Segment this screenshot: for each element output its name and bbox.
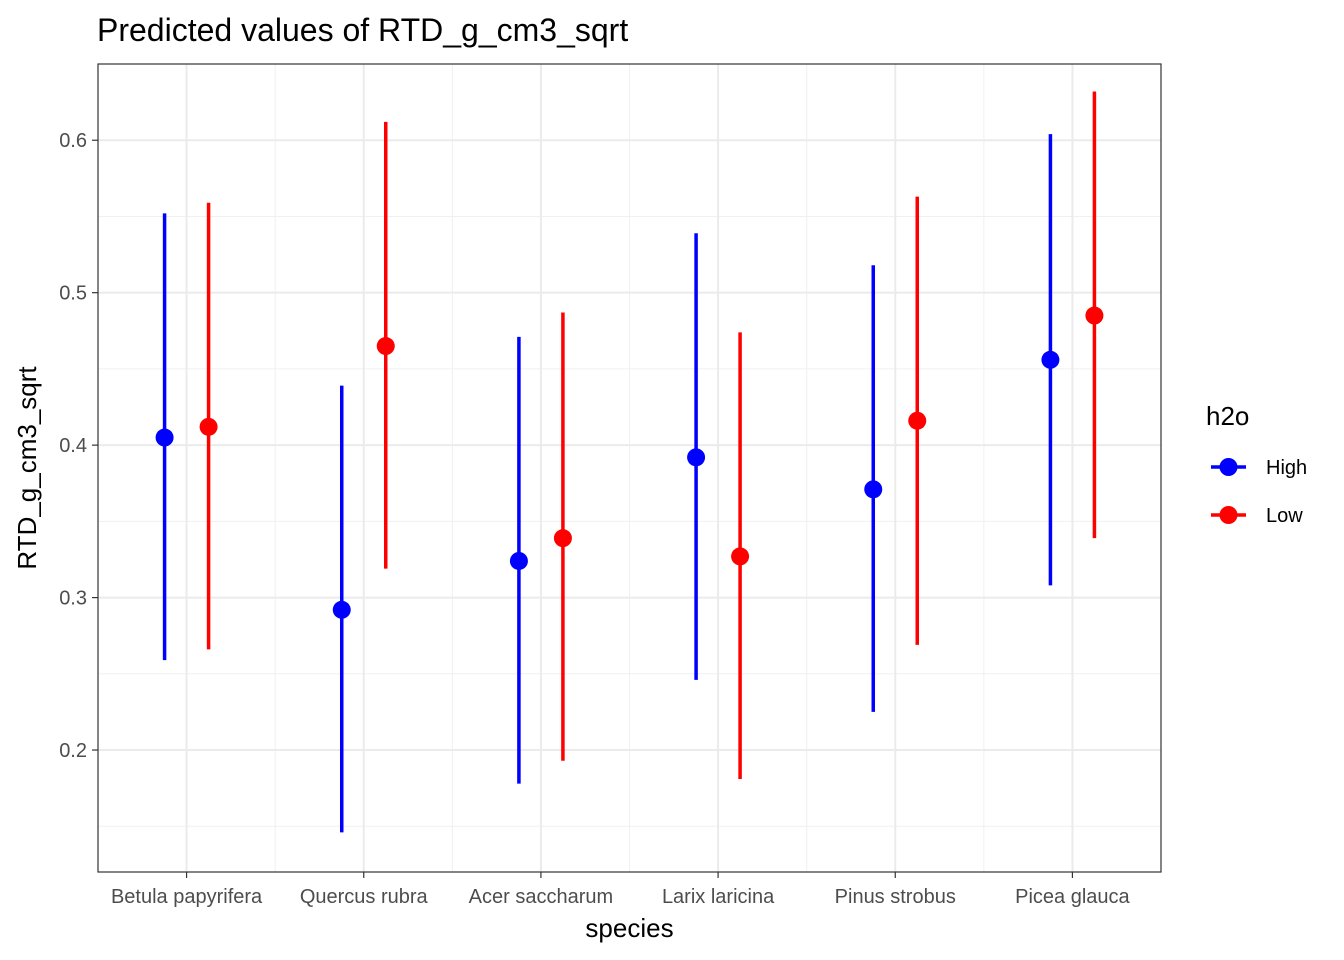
- legend-title: h2o: [1206, 401, 1249, 431]
- data-point: [731, 547, 750, 566]
- y-tick-label: 0.3: [59, 588, 87, 610]
- y-tick-label: 0.4: [59, 435, 87, 457]
- plot-panel-border: [97, 63, 1162, 873]
- legend: h2o High Low: [1206, 401, 1307, 527]
- data-point: [509, 551, 528, 570]
- series-high: [155, 134, 1060, 833]
- x-tick-label: Acer saccharum: [469, 886, 614, 908]
- y-tick-label: 0.6: [59, 130, 87, 152]
- data-point: [864, 480, 883, 499]
- chart-title: Predicted values of RTD_g_cm3_sqrt: [97, 12, 628, 48]
- y-tick-label: 0.2: [59, 740, 87, 762]
- y-axis-title: RTD_g_cm3_sqrt: [12, 366, 42, 570]
- data-point: [1085, 306, 1104, 325]
- legend-label: Low: [1266, 505, 1303, 527]
- x-tick-label: Picea glauca: [1015, 886, 1130, 908]
- y-tick-label: 0.5: [59, 283, 87, 305]
- legend-label: High: [1266, 457, 1307, 479]
- x-axis-title: species: [585, 913, 673, 943]
- data-point: [1041, 350, 1060, 369]
- data-point: [199, 417, 218, 436]
- x-tick-label: Quercus rubra: [300, 886, 429, 908]
- data-point: [908, 411, 927, 430]
- grid: [98, 63, 1161, 872]
- data-point: [155, 428, 174, 447]
- x-tick-label: Betula papyrifera: [111, 886, 263, 908]
- y-axis: 0.2 0.3 0.4 0.5 0.6: [59, 130, 98, 762]
- x-tick-label: Pinus strobus: [835, 886, 956, 908]
- data-point: [553, 529, 572, 548]
- series-layer: [155, 91, 1104, 833]
- x-tick-label: Larix laricina: [662, 886, 775, 908]
- data-point: [687, 448, 706, 467]
- data-point: [332, 600, 351, 619]
- x-axis: Betula papyrifera Quercus rubra Acer sacch…: [111, 872, 1131, 908]
- legend-key-point: [1219, 506, 1238, 524]
- legend-key-point: [1219, 458, 1238, 476]
- data-point: [376, 337, 395, 356]
- series-low: [199, 91, 1104, 780]
